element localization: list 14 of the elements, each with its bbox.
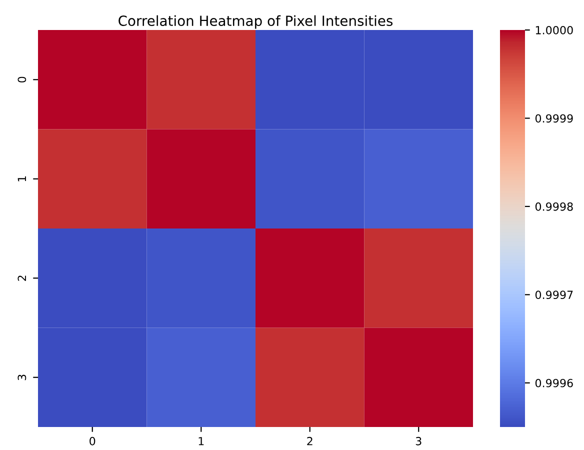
y-tick-label: 1 bbox=[18, 176, 26, 182]
x-tick-label: 2 bbox=[307, 436, 312, 446]
color-bar-label: 1.0000 bbox=[536, 26, 573, 34]
y-tick-label: 2 bbox=[18, 276, 26, 281]
color-bar-label: 0.9996 bbox=[535, 378, 573, 388]
y-tick-label: 0 bbox=[18, 76, 26, 82]
x-tick-label: 1 bbox=[198, 437, 204, 446]
x-tick-label: 0 bbox=[90, 436, 96, 446]
y-tick-label: 3 bbox=[18, 374, 26, 380]
color-bar-label: 0.9998 bbox=[535, 202, 573, 211]
color-bar-label: 0.9999 bbox=[535, 114, 573, 123]
x-tick-label: 3 bbox=[416, 436, 422, 446]
chart-title: Correlation Heatmap of Pixel Intensities bbox=[118, 15, 393, 29]
color-bar-label: 0.9997 bbox=[535, 290, 573, 300]
